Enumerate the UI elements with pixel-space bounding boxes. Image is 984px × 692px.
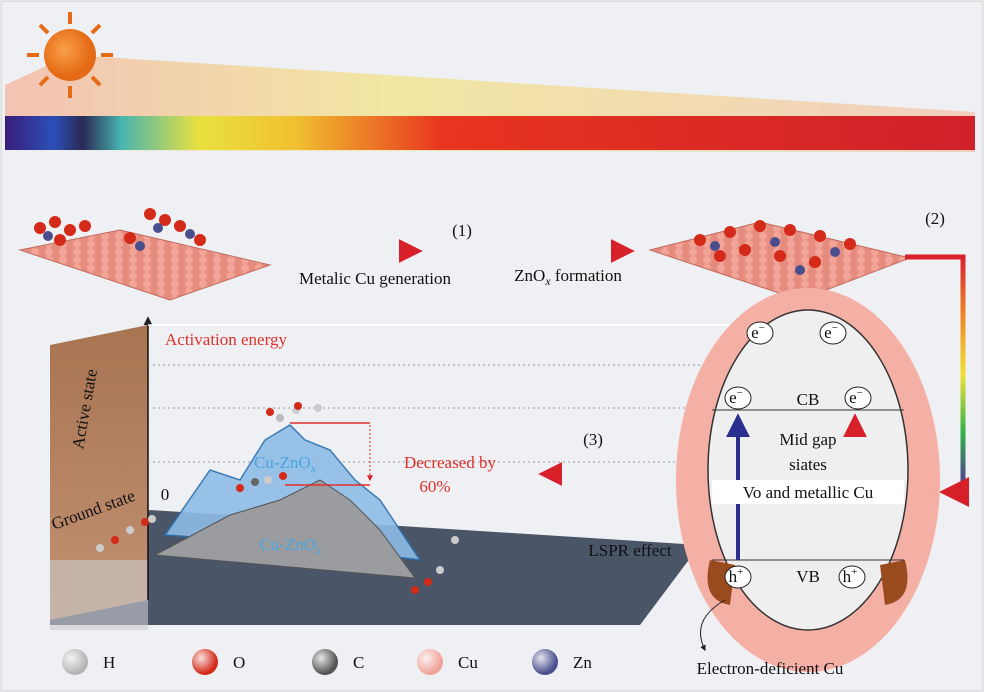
carrier-charge: +	[851, 566, 857, 578]
vo-label: Vo and metallic Cu	[743, 483, 874, 502]
step-label: (3)	[583, 430, 603, 449]
upper-surface-label: Cu-ZnOx	[254, 453, 317, 475]
legend-label: C	[353, 653, 364, 672]
legend-label: H	[103, 653, 115, 672]
electron-deficient-label: Electron-deficient Cu	[697, 659, 844, 678]
formula: Cu-ZnO	[259, 535, 316, 554]
subscript: z	[315, 543, 321, 557]
energy-title: Activation energy	[165, 330, 287, 349]
subscript: x	[310, 461, 317, 475]
legend-label: Cu	[458, 653, 478, 672]
step-label: (2)	[925, 209, 945, 228]
legend-highlight	[417, 649, 443, 675]
carrier-symbol: e	[729, 388, 737, 407]
carrier-charge: +	[737, 566, 743, 578]
cb-label: CB	[797, 390, 820, 409]
carrier-symbol: e	[824, 323, 832, 342]
carrier-symbol: e	[751, 323, 759, 342]
formula: Cu-ZnO	[254, 453, 311, 472]
lower-surface-label: Cu-ZnOz	[259, 535, 321, 557]
carrier-symbol: e	[849, 388, 857, 407]
legend-highlight	[192, 649, 218, 675]
diagram: (1) Metalic Cu generation ZnOx formation…	[0, 0, 984, 692]
formula: ZnO	[514, 266, 545, 285]
carrier-charge: −	[857, 387, 863, 399]
lspr-label: LSPR effect	[588, 541, 672, 560]
step-label: (1)	[452, 221, 472, 240]
carrier-charge: −	[737, 387, 743, 399]
legend-highlight	[312, 649, 338, 675]
legend-highlight	[532, 649, 558, 675]
decrease-value: 60%	[419, 477, 450, 496]
vb-label: VB	[796, 567, 820, 586]
carrier-charge: −	[832, 322, 838, 334]
shadow-block	[50, 560, 148, 630]
carrier-charge: −	[759, 322, 765, 334]
origin-label: 0	[161, 485, 170, 504]
mid-gap-label: siates	[789, 455, 827, 474]
arrow-1-label: Metalic Cu generation	[299, 269, 452, 288]
legend-highlight	[62, 649, 88, 675]
spectrum-beam	[5, 116, 975, 150]
mid-gap-label: Mid gap	[779, 430, 836, 449]
legend-label: Zn	[573, 653, 592, 672]
legend-label: O	[233, 653, 245, 672]
arrow-2-label: ZnOx formation	[514, 266, 622, 288]
decrease-label: Decreased by	[404, 453, 497, 472]
text: formation	[551, 266, 623, 285]
